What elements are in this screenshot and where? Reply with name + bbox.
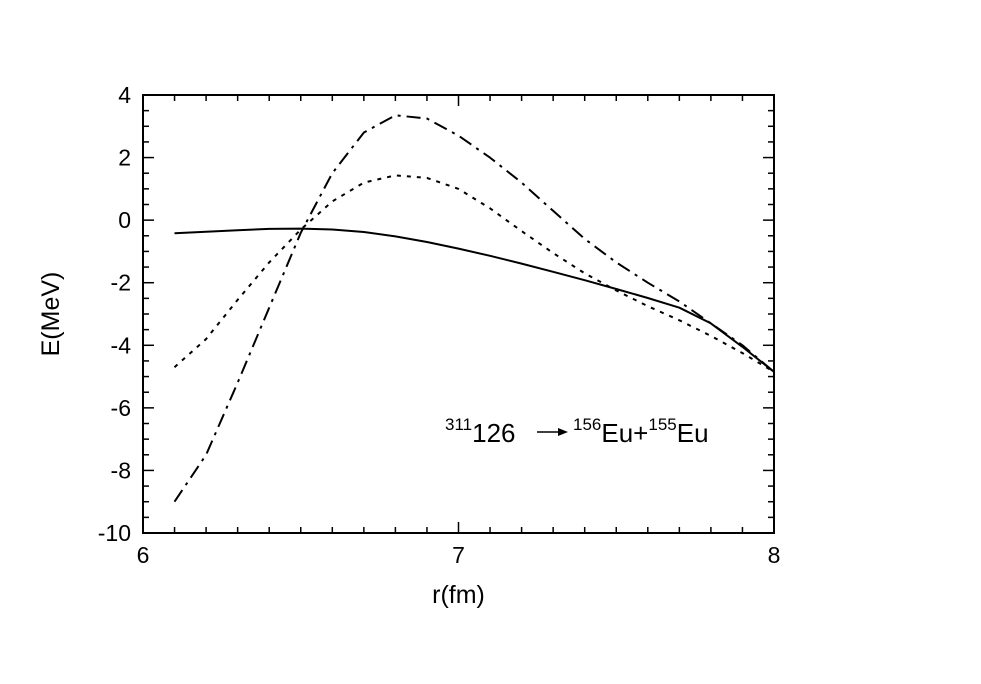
x-tick-label: 7 <box>452 542 465 568</box>
fragment2-mass-number: 155 <box>648 415 676 434</box>
y-tick-label: -8 <box>111 457 131 483</box>
fragment2-nucleus: Eu <box>677 418 709 448</box>
arrow-icon <box>537 428 568 436</box>
series-layer <box>173 114 775 503</box>
parent-mass-number: 311 <box>445 415 472 434</box>
y-tick-label: -4 <box>111 332 132 358</box>
fragment1-nucleus: Eu+ <box>601 418 648 448</box>
y-axis-label: E(MeV) <box>37 272 65 357</box>
x-axis-label: r(fm) <box>432 581 485 609</box>
reaction-annotation: 311126 156Eu+155Eu <box>445 415 709 448</box>
x-tick-label: 8 <box>768 542 781 568</box>
series-line-dash-dot <box>173 114 775 503</box>
svg-text:156Eu+155Eu: 156Eu+155Eu <box>573 415 709 448</box>
fragment1-mass-number: 156 <box>573 415 601 434</box>
x-tick-label: 6 <box>137 542 150 568</box>
y-tick-label: -6 <box>111 395 131 421</box>
y-tick-label: 0 <box>118 207 131 233</box>
y-tick-label: 2 <box>118 145 131 171</box>
plot-frame <box>142 94 775 534</box>
y-tick-label: -2 <box>111 270 131 296</box>
parent-nucleus: 126 <box>472 418 515 448</box>
tick-labels: 6 7 8 4 2 0 -2 -4 -6 -8 -10 <box>98 82 781 568</box>
series-line-solid <box>174 227 775 373</box>
y-tick-label: 4 <box>118 82 131 108</box>
svg-text:311126: 311126 <box>445 415 516 448</box>
y-tick-label: -10 <box>98 520 131 546</box>
series-line-dotted <box>173 174 775 373</box>
axis-ticks <box>142 94 775 534</box>
